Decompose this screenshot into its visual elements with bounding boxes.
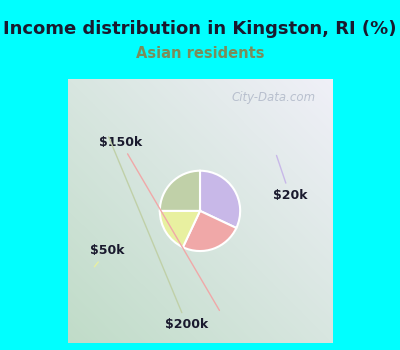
Text: $20k: $20k [272,155,307,202]
Wedge shape [160,211,200,247]
Wedge shape [200,171,240,228]
Wedge shape [183,211,236,251]
Text: Income distribution in Kingston, RI (%): Income distribution in Kingston, RI (%) [3,20,397,38]
Text: City-Data.com: City-Data.com [232,91,316,104]
Text: $200k: $200k [109,137,208,331]
Text: $150k: $150k [99,136,220,310]
Text: $50k: $50k [90,244,125,267]
Wedge shape [160,171,200,211]
Text: Asian residents: Asian residents [136,47,264,62]
